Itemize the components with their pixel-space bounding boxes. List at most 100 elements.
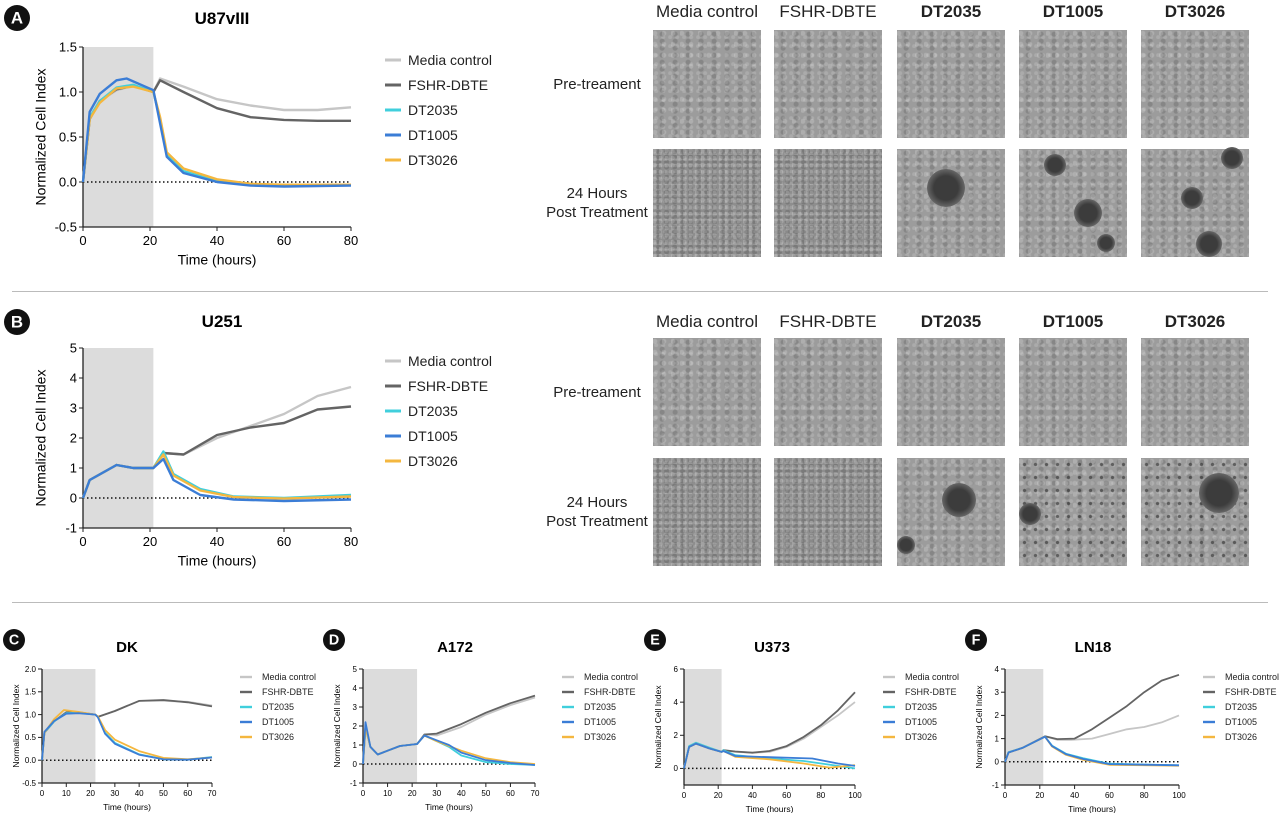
y-tick-label: 0.0	[25, 756, 37, 765]
legend-label: DT1005	[905, 717, 937, 727]
cell-cluster	[1074, 199, 1102, 227]
microscopy-image	[897, 30, 1005, 138]
y-tick-label: 2	[353, 722, 358, 731]
legend-label: Media control	[1225, 672, 1279, 682]
y-tick-label: 3	[995, 688, 1000, 697]
panel-badge	[4, 309, 30, 335]
legend-label: Media control	[905, 672, 959, 682]
legend-label: DT1005	[408, 428, 458, 444]
cell-cluster	[1019, 503, 1041, 525]
y-tick-label: 4	[995, 665, 1000, 674]
legend-label: DT2035	[408, 403, 458, 419]
microscopy-image	[897, 458, 1005, 566]
chart-title: U87vIII	[195, 9, 250, 28]
x-tick-label: 40	[210, 233, 224, 248]
y-axis-label: Normalized Cell Index	[332, 684, 342, 768]
legend-label: FSHR-DBTE	[905, 687, 957, 697]
panel-letter: B	[11, 312, 23, 331]
microscopy-image	[1019, 30, 1127, 138]
treatment-shading	[83, 47, 154, 227]
x-tick-label: 40	[748, 791, 757, 800]
y-axis-label: Normalized Cell Index	[11, 684, 21, 768]
x-axis-label: Time (hours)	[178, 251, 257, 267]
column-header: Media control	[655, 312, 759, 331]
row-label-line: 24 Hours	[566, 185, 628, 202]
x-tick-label: 0	[79, 534, 86, 549]
series-line-dt1005	[81, 77, 352, 188]
microscopy-image	[1019, 149, 1127, 257]
legend-label: DT3026	[408, 453, 458, 469]
row-label: 24 Hours Post Treatment	[537, 493, 657, 531]
x-tick-label: 20	[714, 791, 723, 800]
row-label-line: Post Treatment	[546, 513, 648, 530]
microscopy-image	[774, 338, 882, 446]
y-tick-label: 3	[353, 703, 358, 712]
x-tick-label: 60	[782, 791, 791, 800]
x-tick-label: 10	[62, 789, 71, 798]
x-tick-label: 20	[143, 233, 157, 248]
y-tick-label: 1	[70, 461, 77, 476]
legend-label: FSHR-DBTE	[408, 77, 488, 93]
cell-cluster	[897, 536, 915, 554]
x-tick-label: 30	[110, 789, 119, 798]
y-tick-label: 6	[674, 665, 679, 674]
y-tick-label: 0	[995, 758, 1000, 767]
cell-cluster	[1196, 231, 1222, 257]
microscopy-image	[897, 149, 1005, 257]
legend-label: DT2035	[408, 102, 458, 118]
y-axis-label: Normalized Cell Index	[32, 370, 48, 507]
divider	[12, 291, 1268, 292]
column-header: FSHR-DBTE	[779, 2, 877, 21]
legend-label: FSHR-DBTE	[584, 687, 636, 697]
chart-title: DK	[116, 639, 138, 656]
column-header: DT1005	[1042, 312, 1104, 331]
chart-title: U373	[754, 639, 790, 656]
microscopy-image	[897, 338, 1005, 446]
x-tick-label: 10	[383, 789, 392, 798]
legend-label: FSHR-DBTE	[262, 687, 314, 697]
chart-C: C DK -0.5 0.0 0.5 1.0 1.5 2.0 0 10 20 30 40 50 60 70 Tim…	[3, 629, 316, 812]
y-tick-label: 2	[995, 711, 1000, 720]
panel-letter: A	[11, 8, 23, 27]
y-tick-label: 3	[70, 401, 77, 416]
y-tick-label: -1	[350, 779, 358, 788]
row-label-line: 24 Hours	[566, 494, 628, 511]
legend-label: Media control	[408, 52, 492, 68]
x-axis-label: Time (hours)	[103, 802, 151, 812]
x-tick-label: 20	[408, 789, 417, 798]
x-tick-label: 30	[432, 789, 441, 798]
legend-label: DT3026	[905, 732, 937, 742]
x-tick-label: 100	[1172, 791, 1186, 800]
y-tick-label: 4	[353, 684, 358, 693]
legend-label: Media control	[584, 672, 638, 682]
panel-letter: F	[972, 633, 981, 649]
microscopy-image	[774, 149, 882, 257]
microscopy-image	[1019, 338, 1127, 446]
x-axis-label: Time (hours)	[1068, 804, 1116, 813]
microscopy-image	[774, 30, 882, 138]
legend-label: Media control	[408, 353, 492, 369]
microscopy-image	[1141, 338, 1249, 446]
treatment-shading	[83, 348, 154, 528]
legend-label: DT2035	[905, 702, 937, 712]
y-tick-label: 0.0	[59, 175, 77, 190]
y-tick-label: 0	[70, 491, 77, 506]
y-tick-label: 5	[353, 665, 358, 674]
y-tick-label: -1	[992, 781, 1000, 790]
x-tick-label: 20	[86, 789, 95, 798]
panel-badge	[323, 629, 345, 651]
x-axis-label: Time (hours)	[178, 552, 257, 568]
legend-label: DT3026	[262, 732, 294, 742]
chart-title: U251	[202, 312, 243, 331]
y-tick-label: 5	[70, 341, 77, 356]
series-line-dt1005	[1004, 735, 1180, 767]
row-label-line: Pre-treament	[553, 75, 641, 93]
x-tick-label: 70	[208, 789, 217, 798]
x-tick-label: 0	[361, 789, 366, 798]
y-tick-label: -0.5	[55, 220, 77, 235]
x-tick-label: 0	[682, 791, 687, 800]
x-tick-label: 80	[344, 534, 358, 549]
panel-badge	[3, 629, 25, 651]
